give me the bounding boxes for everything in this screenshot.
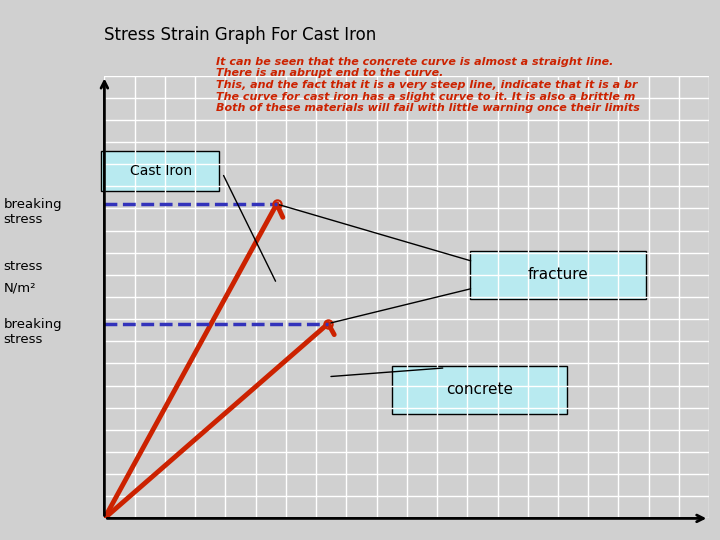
FancyBboxPatch shape [470, 251, 646, 299]
Text: Cast Iron: Cast Iron [130, 164, 192, 178]
Text: It can be seen that the concrete curve is almost a straight line.
There is an ab: It can be seen that the concrete curve i… [216, 57, 640, 113]
Text: fracture: fracture [528, 267, 588, 282]
Text: N/m²: N/m² [4, 282, 36, 295]
Text: Stress Strain Graph For Cast Iron: Stress Strain Graph For Cast Iron [104, 26, 377, 44]
Text: breaking
stress: breaking stress [4, 318, 62, 346]
FancyBboxPatch shape [102, 151, 220, 191]
FancyBboxPatch shape [392, 366, 567, 414]
Text: concrete: concrete [446, 382, 513, 397]
Text: stress: stress [4, 260, 43, 273]
Text: breaking
stress: breaking stress [4, 198, 62, 226]
